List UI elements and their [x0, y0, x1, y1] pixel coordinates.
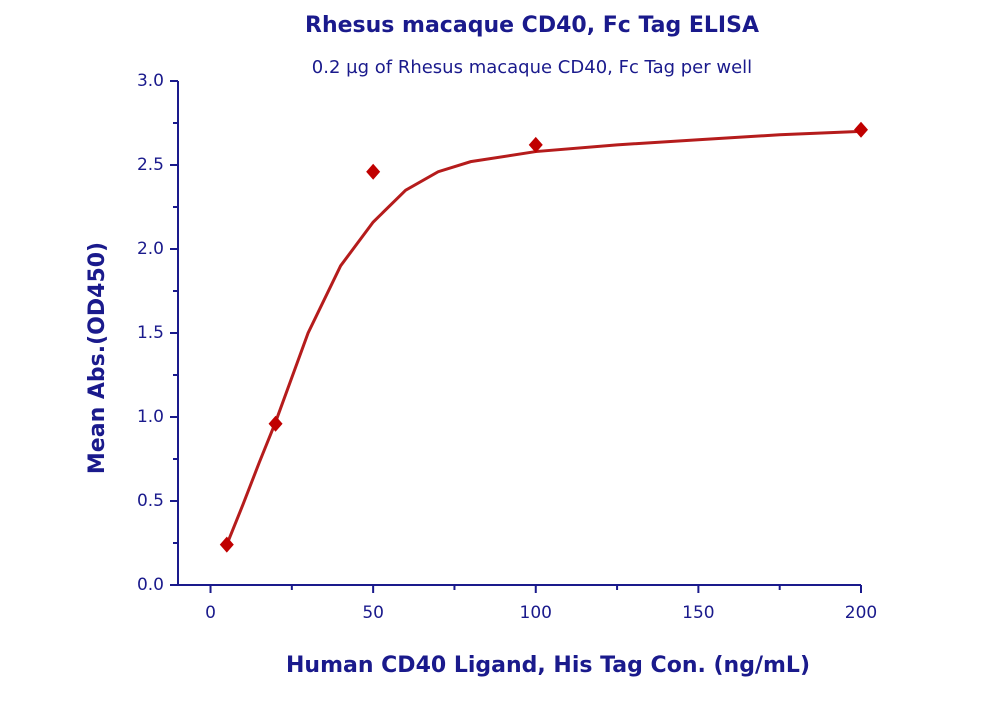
- y-tick-label: 3.0: [137, 71, 164, 91]
- y-tick-label: 0.5: [137, 491, 164, 511]
- y-tick-label: 1.5: [137, 323, 164, 343]
- y-axis-label: Mean Abs.(OD450): [85, 242, 110, 474]
- y-tick-label: 0.0: [137, 575, 164, 595]
- x-tick-label: 100: [520, 603, 552, 623]
- chart-title: Rhesus macaque CD40, Fc Tag ELISA: [305, 13, 759, 38]
- x-tick-label: 0: [205, 603, 216, 623]
- data-point: [219, 536, 234, 553]
- y-tick-label: 2.0: [137, 239, 164, 259]
- chart-subtitle: 0.2 µg of Rhesus macaque CD40, Fc Tag pe…: [312, 57, 752, 78]
- data-point: [528, 136, 543, 153]
- y-tick-label: 2.5: [137, 155, 164, 175]
- fit-curve: [225, 129, 862, 546]
- data-point: [854, 121, 868, 138]
- data-point: [268, 415, 283, 432]
- x-tick-label: 200: [845, 603, 877, 623]
- data-point: [366, 163, 381, 180]
- x-tick-label: 50: [362, 603, 384, 623]
- x-axis-label: Human CD40 Ligand, His Tag Con. (ng/mL): [286, 653, 810, 678]
- x-tick-label: 150: [682, 603, 714, 623]
- y-tick-label: 1.0: [137, 407, 164, 427]
